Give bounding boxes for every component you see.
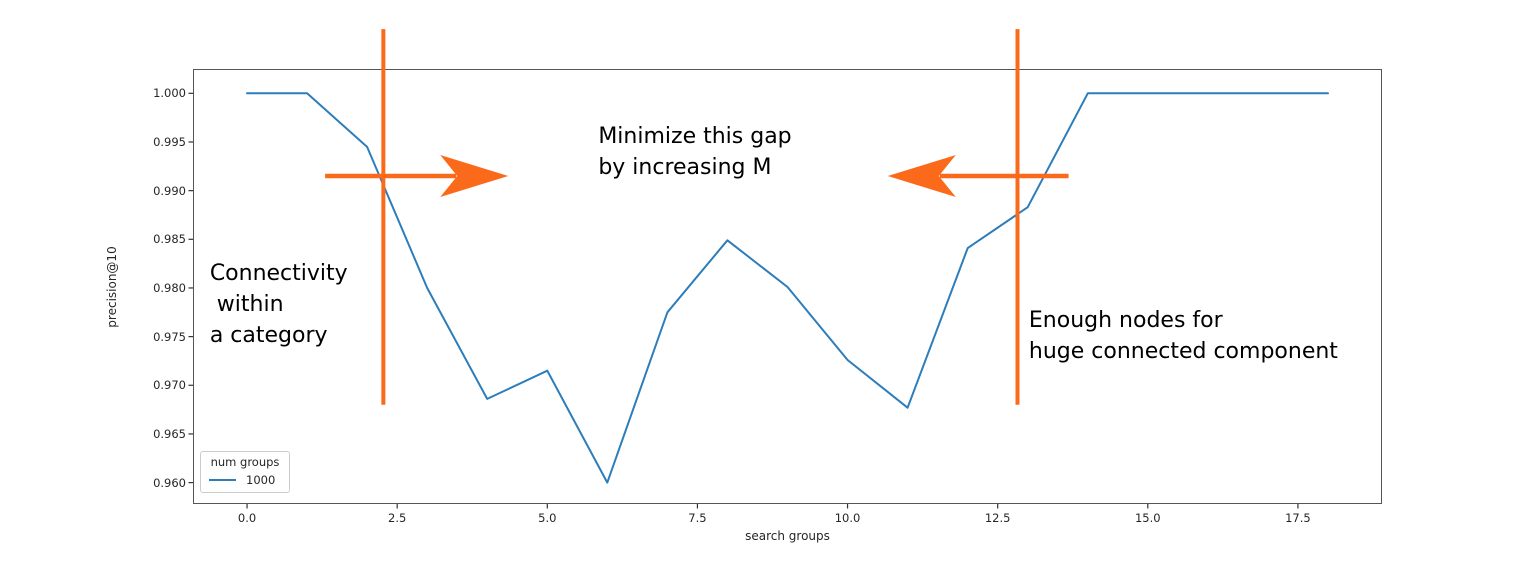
y-tick-label: 0.995 (153, 134, 186, 149)
y-tick-label: 0.980 (153, 280, 186, 295)
legend-title: num groups (210, 455, 280, 469)
x-tick-label: 10.0 (834, 511, 861, 525)
annotation-enough-nodes: Enough nodes for huge connected componen… (1028, 307, 1338, 364)
y-tick-label: 1.000 (153, 86, 186, 101)
x-tick-label: 7.5 (688, 511, 707, 525)
x-axis-label: search groups (745, 529, 830, 543)
y-tick-label: 0.965 (153, 426, 186, 441)
annotation-connectivity: Connectivity within a category (209, 260, 348, 348)
y-tick-label: 0.970 (153, 378, 186, 393)
x-tick-label: 5.0 (538, 511, 557, 525)
y-tick-label: 0.975 (153, 329, 186, 344)
legend-line-swatch-icon (209, 479, 236, 481)
plot-area (193, 69, 1382, 504)
x-tick-label: 17.5 (1285, 511, 1311, 525)
legend-item-1000: 1000 (207, 473, 283, 487)
y-tick-label: 0.985 (153, 232, 186, 247)
arrow-right-head-icon (440, 155, 509, 198)
x-tick-label: 0.0 (237, 511, 257, 525)
x-tick-label: 2.5 (388, 511, 407, 525)
x-tick-label: 12.5 (984, 511, 1011, 525)
y-tick-label: 0.990 (153, 183, 186, 198)
y-axis-label: precision@10 (105, 246, 119, 328)
annotation-minimize-gap: Minimize this gap by increasing M (598, 123, 792, 180)
legend: num groups 1000 (200, 451, 290, 493)
x-tick-label: 15.0 (1134, 511, 1161, 525)
legend-item-label: 1000 (246, 473, 276, 487)
series-line-1000 (246, 92, 1329, 484)
arrow-left-head-icon (887, 155, 956, 198)
y-tick-label: 0.960 (153, 475, 186, 490)
